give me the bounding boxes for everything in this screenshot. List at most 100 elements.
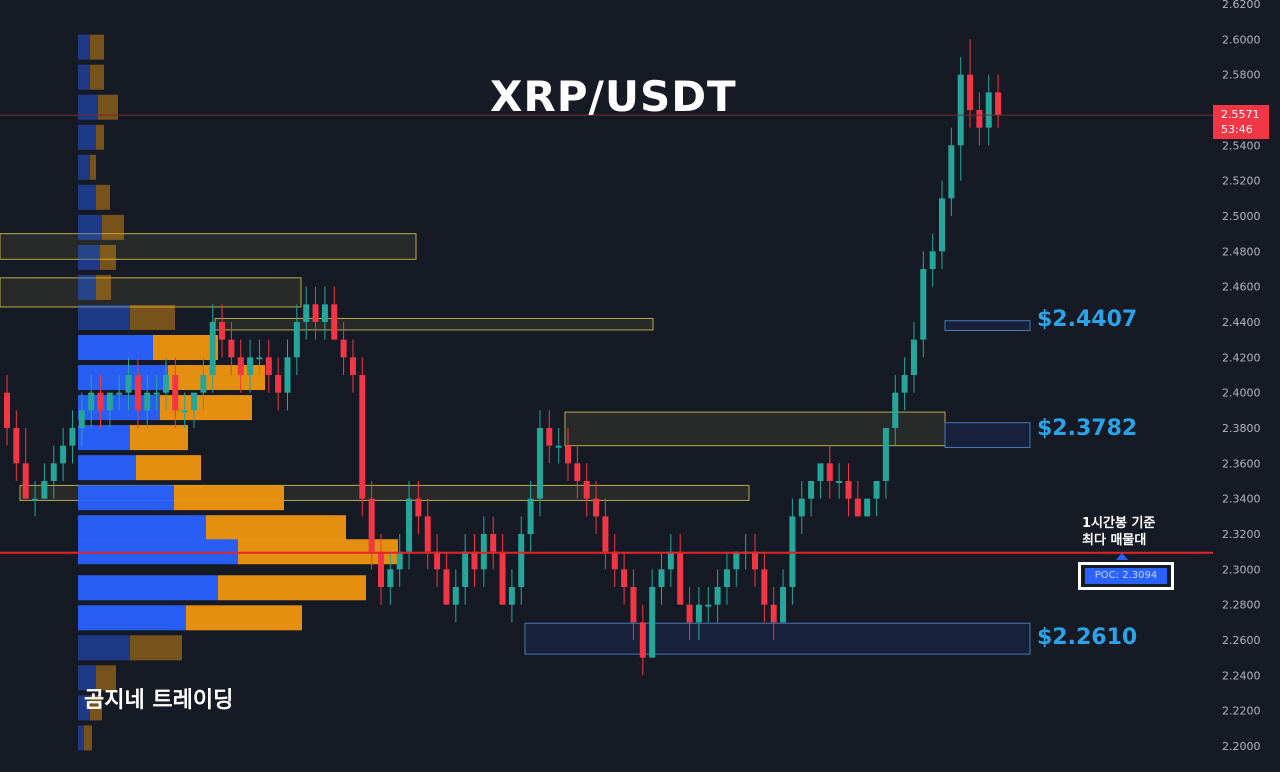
candle-body	[995, 92, 1002, 116]
volume-profile-down-bar	[102, 214, 124, 240]
y-tick-label: 2.6200	[1222, 0, 1261, 11]
y-tick-label: 2.4000	[1222, 387, 1261, 400]
candle-body	[303, 304, 310, 322]
candle-body	[293, 322, 300, 358]
y-tick-label: 2.2400	[1222, 669, 1261, 682]
candle-body	[275, 375, 282, 393]
volume-profile-down-bar	[218, 575, 366, 601]
candle-body	[667, 551, 674, 570]
volume-profile-up-bar	[78, 725, 84, 751]
candle-body	[686, 604, 693, 623]
y-tick-label: 2.4600	[1222, 281, 1261, 294]
volume-profile-up-bar	[78, 365, 168, 391]
volume-profile-down-bar	[96, 184, 110, 210]
volume-profile-down-bar	[186, 605, 302, 631]
yellow-zone	[0, 233, 417, 260]
volume-profile-down-bar	[90, 695, 102, 721]
level-label-2-4407: $2.4407	[1037, 307, 1138, 332]
volume-profile-down-bar	[90, 64, 104, 90]
candle-body	[770, 604, 777, 623]
candle-body	[106, 392, 113, 411]
volume-profile-down-bar	[136, 455, 201, 481]
candle-body	[817, 463, 824, 481]
current-price-tag: 2.5571 53:46	[1213, 105, 1269, 139]
candle-body	[247, 357, 254, 375]
volume-profile-down-bar	[100, 244, 116, 270]
y-tick-label: 2.5000	[1222, 210, 1261, 223]
candle-body	[69, 428, 76, 446]
y-tick-label: 2.3200	[1222, 528, 1261, 541]
candle-body	[13, 428, 20, 464]
volume-profile-up-bar	[78, 425, 130, 451]
volume-profile-up-bar	[78, 34, 90, 60]
candle-body	[583, 481, 590, 499]
candle-body	[901, 375, 908, 393]
candle-body	[639, 622, 646, 658]
candle-body	[593, 498, 600, 517]
candle-body	[415, 498, 422, 517]
candle-body	[340, 339, 347, 358]
candle-body	[892, 392, 899, 428]
level-label-2-3782: $2.3782	[1037, 416, 1138, 441]
candle-body	[752, 551, 758, 570]
candle-body	[499, 551, 506, 605]
volume-profile-down-bar	[98, 94, 118, 120]
candle-body	[976, 110, 983, 128]
candle-body	[443, 569, 450, 605]
candle-body	[387, 569, 394, 587]
level-zone	[944, 320, 1031, 331]
candle-body	[4, 392, 10, 428]
candle-body	[219, 322, 226, 340]
candle-body	[789, 516, 796, 587]
candle-body	[490, 534, 497, 552]
candle-body	[434, 551, 441, 570]
volume-profile-up-bar	[78, 124, 96, 150]
volume-profile-up-bar	[78, 485, 174, 511]
level-zone	[524, 622, 1031, 655]
candle-body	[705, 604, 712, 607]
candle-body	[265, 357, 272, 375]
candle-body	[695, 604, 702, 623]
candle-body	[723, 569, 730, 587]
candle-body	[985, 92, 992, 128]
candle-body	[144, 392, 151, 411]
candle-body	[321, 304, 328, 322]
candle-body	[845, 481, 852, 499]
volume-profile-up-bar	[78, 575, 218, 601]
candle-body	[677, 551, 684, 605]
candle-body	[602, 516, 609, 552]
candle-body	[471, 551, 478, 570]
volume-profile-up-bar	[78, 515, 206, 541]
candle-body	[611, 551, 618, 570]
y-tick-label: 2.4200	[1222, 351, 1261, 364]
bar-countdown: 53:46	[1221, 123, 1253, 136]
yellow-zone	[214, 317, 654, 331]
candle-body	[396, 551, 403, 570]
candle-body	[359, 375, 366, 499]
candle-body	[162, 375, 169, 393]
poc-annotation-line2: 최다 매물대	[1082, 533, 1147, 548]
candle-body	[228, 339, 235, 358]
candle-body	[237, 357, 244, 375]
candle-body	[88, 392, 95, 411]
candle-body	[910, 339, 917, 375]
volume-profile-down-bar	[130, 635, 182, 661]
y-tick-label: 2.2600	[1222, 634, 1261, 647]
candle-body	[808, 481, 815, 499]
candle-body	[555, 445, 562, 448]
y-tick-label: 2.3800	[1222, 422, 1261, 435]
volume-profile-up-bar	[78, 214, 102, 240]
candle-body	[406, 498, 413, 552]
volume-profile-down-bar	[153, 335, 218, 360]
chart-title: XRP/USDT	[490, 72, 737, 121]
candle-body	[508, 587, 515, 605]
candle-body	[574, 463, 581, 481]
candle-body	[368, 498, 375, 552]
volume-profile-down-bar	[130, 425, 188, 451]
candle-body	[939, 198, 945, 252]
candle-body	[527, 498, 534, 534]
candle-body	[658, 569, 665, 587]
poc-arrow	[1116, 553, 1128, 560]
y-tick-label: 2.4400	[1222, 316, 1261, 329]
